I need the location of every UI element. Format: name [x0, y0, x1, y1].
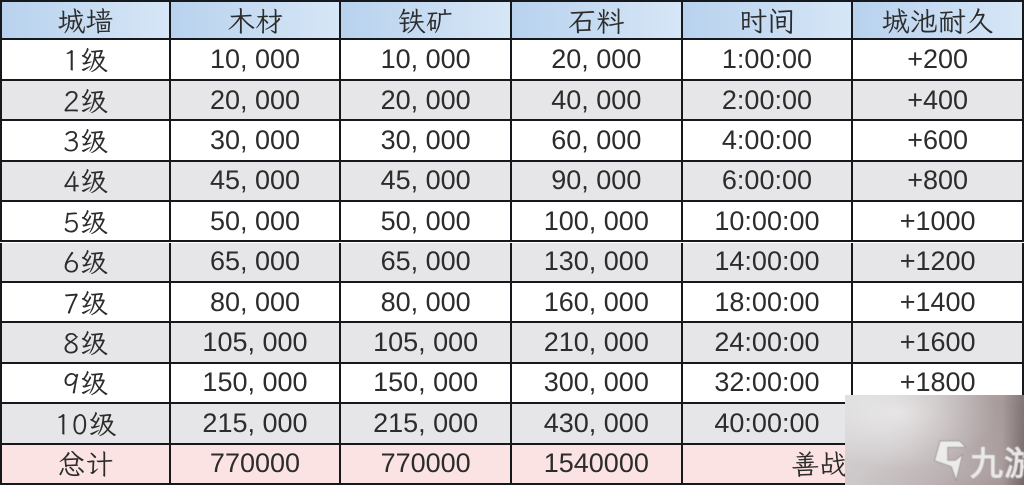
svg-text:九游: 九游	[970, 445, 1024, 482]
